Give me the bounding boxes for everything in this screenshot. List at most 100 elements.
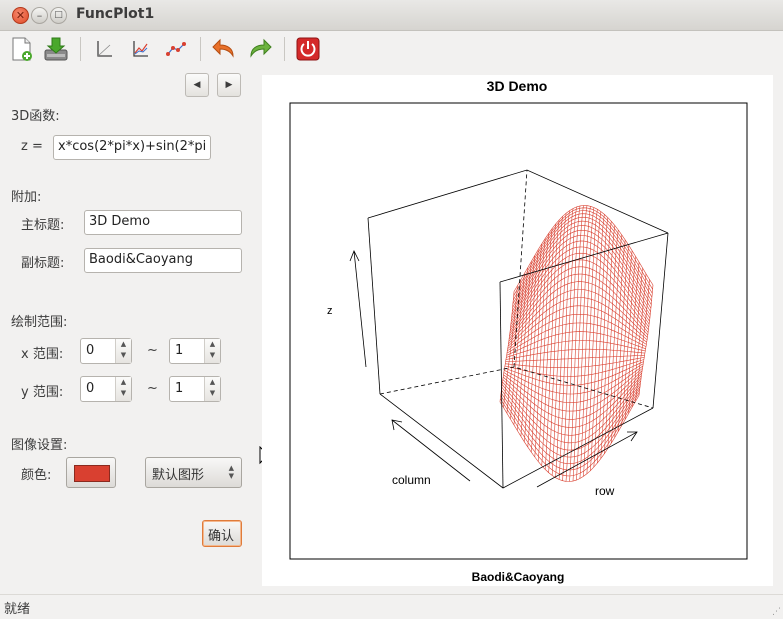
mesh-line	[593, 217, 609, 468]
next-page-button[interactable]: ▶	[217, 73, 241, 97]
mesh-line	[610, 239, 626, 444]
x-min-spinbox[interactable]: 0 ▲ ▼	[80, 338, 132, 364]
sub-title-label: 副标题:	[21, 256, 65, 271]
y-max-value: 1	[175, 381, 184, 396]
axes-icon[interactable]	[90, 35, 118, 63]
spin-arrows-icon[interactable]: ▲ ▼	[115, 377, 131, 401]
confirm-button[interactable]: 确认	[202, 520, 242, 547]
mesh-line	[586, 211, 602, 474]
range-tilde: ~	[147, 381, 158, 396]
y-min-spinbox[interactable]: 0 ▲ ▼	[80, 376, 132, 402]
color-swatch	[74, 465, 110, 482]
mesh-line	[604, 229, 619, 454]
x-range-label: x 范围:	[21, 347, 64, 362]
main-title-input[interactable]: 3D Demo	[84, 210, 242, 235]
range-section-label: 绘制范围:	[11, 315, 68, 330]
y-max-spinbox[interactable]: 1 ▲ ▼	[169, 376, 221, 402]
mesh-line	[500, 386, 641, 465]
updown-chevron-icon: ▲ ▼	[228, 464, 234, 480]
color-label: 颜色:	[21, 468, 52, 483]
surface-plot: 3D Demo z column row Baodi&Caoyang	[289, 78, 748, 584]
x-max-value: 1	[175, 343, 184, 358]
mesh-line	[505, 354, 645, 362]
mesh-line	[503, 368, 643, 412]
axis-arrows	[349, 250, 638, 488]
mesh-line	[569, 205, 584, 482]
mesh-line	[579, 207, 595, 479]
mesh-line	[628, 267, 643, 414]
resize-grip-icon[interactable]: ⋰	[772, 607, 781, 617]
mesh-line	[537, 228, 553, 462]
mesh-line	[501, 377, 642, 444]
mesh-line	[504, 361, 644, 386]
function-section-label: 3D函数:	[11, 109, 60, 124]
mesh-line	[506, 331, 646, 356]
new-file-icon[interactable]	[8, 35, 36, 63]
close-window-button[interactable]: ✕	[12, 7, 29, 24]
line-chart-icon[interactable]	[126, 35, 154, 63]
shape-select-value: 默认图形	[152, 468, 205, 483]
mesh-line	[503, 365, 644, 403]
plot-frame	[289, 102, 748, 560]
image-section-label: 图像设置:	[11, 438, 68, 453]
mesh-line	[499, 291, 515, 403]
main-title-label: 主标题:	[21, 218, 65, 233]
previous-page-button[interactable]: ◀	[185, 73, 209, 97]
bounding-box	[367, 169, 669, 489]
mesh-line	[614, 245, 629, 438]
mesh-line	[506, 340, 646, 358]
z-expression-input[interactable]: x*cos(2*pi*x)+sin(2*pi	[53, 135, 211, 160]
spin-arrows-icon[interactable]: ▲ ▼	[115, 339, 131, 363]
mesh-line	[500, 392, 640, 477]
mesh-line	[499, 395, 640, 482]
status-text: 就绪	[4, 602, 31, 617]
scatter-chart-icon[interactable]	[162, 35, 190, 63]
mesh-line	[505, 348, 645, 360]
shape-select[interactable]: 默认图形 ▲ ▼	[145, 457, 242, 488]
plot-subtitle: Baodi&Caoyang	[472, 570, 565, 584]
y-range-label: y 范围:	[21, 385, 64, 400]
range-tilde: ~	[147, 343, 158, 358]
save-download-icon[interactable]	[42, 35, 70, 63]
status-bar: 就绪 ⋰	[0, 594, 783, 619]
spin-arrows-icon[interactable]: ▲ ▼	[204, 377, 220, 401]
mesh-line	[502, 375, 642, 436]
spin-arrows-icon[interactable]: ▲ ▼	[204, 339, 220, 363]
mesh-line	[607, 234, 622, 449]
maximize-window-button[interactable]: □	[50, 7, 67, 24]
redo-icon[interactable]	[246, 35, 274, 63]
column-axis-label: column	[392, 473, 431, 487]
minimize-window-button[interactable]: –	[31, 7, 48, 24]
mesh-line	[631, 273, 647, 408]
undo-icon[interactable]	[210, 35, 238, 63]
mesh-line	[505, 357, 645, 368]
mesh-line	[500, 389, 640, 471]
mesh-line	[583, 209, 598, 477]
mesh-line	[638, 284, 654, 396]
sub-title-input[interactable]: Baodi&Caoyang	[84, 248, 242, 273]
plot-title: 3D Demo	[487, 78, 548, 94]
mesh-line	[635, 279, 650, 402]
window-title: FuncPlot1	[76, 6, 155, 22]
surface-mesh	[499, 205, 654, 482]
z-axis-label: z	[327, 305, 333, 317]
y-min-value: 0	[86, 381, 95, 396]
mesh-line	[548, 216, 563, 473]
extra-section-label: 附加:	[11, 190, 42, 205]
mesh-line	[597, 221, 612, 464]
power-icon[interactable]	[294, 35, 322, 63]
x-max-spinbox[interactable]: 1 ▲ ▼	[169, 338, 221, 364]
mesh-line	[503, 370, 643, 420]
mesh-line	[576, 206, 591, 481]
color-picker-button[interactable]	[66, 457, 116, 488]
row-axis-label: row	[595, 484, 615, 498]
mesh-line	[501, 383, 641, 458]
mesh-line	[501, 380, 642, 451]
confirm-button-label: 确认	[208, 529, 235, 544]
mesh-line	[590, 214, 605, 471]
z-label: z =	[21, 139, 43, 154]
mesh-line	[572, 205, 588, 482]
toolbar	[0, 31, 783, 67]
plot-canvas: 3D Demo z column row Baodi&Caoyang	[262, 75, 773, 586]
mesh-line	[504, 359, 644, 377]
